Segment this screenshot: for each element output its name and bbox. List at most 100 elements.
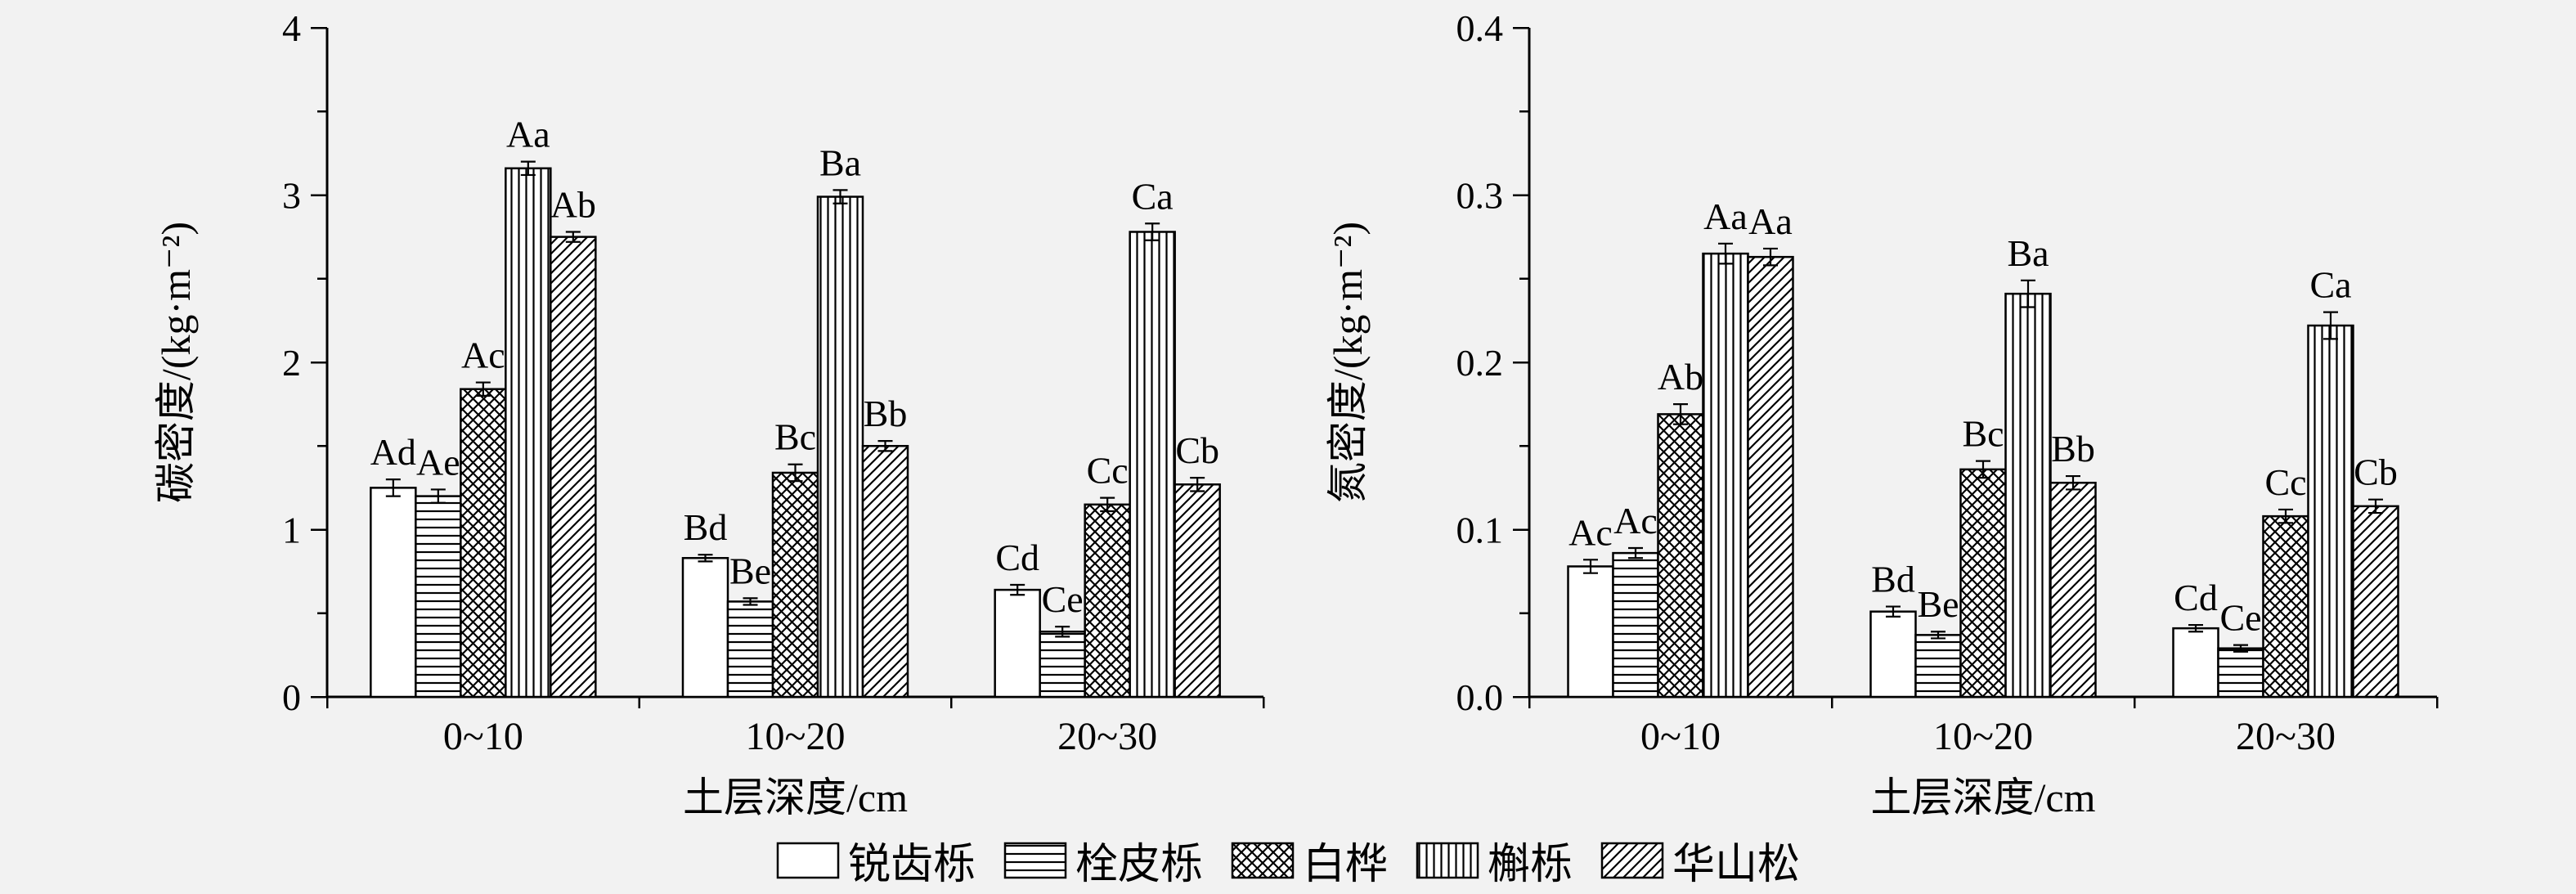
y-tick-label: 0.3	[1456, 175, 1504, 217]
bar-白桦-10~20	[1959, 468, 2007, 699]
sig-letter: Cc	[2264, 461, 2306, 503]
x-tick-label: 20~30	[1057, 715, 1157, 758]
bar-栓皮栎-10~20	[726, 600, 774, 699]
sig-letter: Bb	[2051, 428, 2095, 469]
y-axis-title: 碳密度/(kg·m⁻²)	[153, 222, 199, 503]
bar-锐齿栎-20~30	[994, 588, 1041, 699]
legend-label: 锐齿栎	[847, 842, 976, 888]
x-tick-label: 20~30	[2236, 715, 2336, 758]
bar-锐齿栎-20~30	[2172, 627, 2219, 699]
bar-华山松-10~20	[2049, 481, 2097, 699]
legend-item-栓皮栎: 栓皮栎	[1003, 829, 1203, 891]
bar-白桦-0~10	[460, 388, 507, 699]
bar-栓皮栎-10~20	[1914, 634, 1962, 699]
bar-白桦-20~30	[1084, 503, 1131, 699]
legend-item-锐齿栎: 锐齿栎	[776, 829, 976, 891]
bar-槲栎-0~10	[505, 167, 552, 699]
legend-label: 槲栎	[1488, 842, 1573, 888]
legend-swatch-icon	[1600, 842, 1664, 878]
sig-letter: Ce	[1042, 578, 1084, 620]
sig-letter: Ca	[2309, 264, 2351, 306]
legend-swatch-icon	[1231, 842, 1295, 878]
sig-letter: Ba	[819, 142, 861, 183]
sig-letter: Ce	[2219, 597, 2261, 639]
sig-letter: Ae	[416, 441, 460, 483]
sig-letter: Ba	[2007, 232, 2049, 274]
bar-槲栎-10~20	[816, 195, 864, 699]
x-axis-title: 土层深度/cm	[683, 775, 908, 820]
y-axis-title: 氮密度/(kg·m⁻²)	[1325, 222, 1371, 503]
y-tick-label: 0	[282, 676, 301, 718]
legend-label: 华山松	[1672, 842, 1801, 888]
x-tick-label: 10~20	[1933, 715, 2033, 758]
sig-letter: Bd	[1871, 559, 1915, 600]
sig-letter: Cc	[1087, 450, 1129, 492]
sig-letter: Cb	[2354, 451, 2398, 493]
sig-letter: Cb	[1175, 429, 1219, 471]
sig-letter: Bb	[864, 393, 908, 434]
legend-label: 栓皮栎	[1075, 842, 1203, 888]
y-tick-label: 0.0	[1456, 676, 1504, 718]
legend-label: 白桦	[1302, 842, 1388, 888]
sig-letter: Cd	[2174, 577, 2218, 618]
x-tick-label: 10~20	[746, 715, 846, 758]
bar-锐齿栎-10~20	[1869, 610, 1917, 699]
sig-letter: Be	[1917, 583, 1959, 625]
y-tick-label: 1	[282, 510, 301, 551]
bar-栓皮栎-20~30	[2217, 647, 2264, 699]
sig-letter: Ab	[1658, 356, 1703, 398]
sig-letter: Ad	[370, 431, 416, 473]
legend-item-白桦: 白桦	[1231, 829, 1388, 891]
carbon-density-chart: 0 1 2 3 4 0~10 10~20 20~30 土层深度/cm 碳密度/(kg·m⁻²) Ad…	[153, 7, 1265, 820]
legend-swatch-icon	[1003, 842, 1067, 878]
bar-华山松-20~30	[1174, 483, 1221, 699]
bar-华山松-10~20	[861, 445, 909, 699]
sig-letter: Bc	[774, 416, 816, 458]
sig-letter: Ac	[1613, 500, 1658, 541]
bar-锐齿栎-10~20	[681, 557, 729, 699]
bar-栓皮栎-0~10	[415, 495, 462, 699]
y-tick-label: 0.2	[1456, 342, 1504, 384]
x-tick-label: 0~10	[443, 715, 523, 758]
bar-白桦-10~20	[771, 471, 819, 699]
bar-白桦-20~30	[2262, 514, 2309, 699]
bar-华山松-0~10	[550, 236, 597, 699]
y-tick-label: 2	[282, 342, 301, 384]
bar-槲栎-0~10	[1702, 252, 1749, 699]
legend-swatch-icon	[776, 842, 840, 878]
sig-letter: Ac	[1568, 511, 1613, 553]
y-tick-label: 0.1	[1456, 510, 1504, 551]
legend-item-华山松: 华山松	[1600, 829, 1800, 891]
legend-swatch-icon	[1416, 842, 1479, 878]
bar-槲栎-20~30	[1129, 231, 1176, 699]
sig-letter: Bd	[684, 506, 728, 548]
sig-letter: Aa	[1748, 200, 1793, 242]
x-axis-title: 土层深度/cm	[1871, 775, 2096, 820]
legend-item-槲栎: 槲栎	[1416, 829, 1573, 891]
x-tick-label: 0~10	[1640, 715, 1721, 758]
sig-letter: Ac	[461, 335, 505, 376]
y-tick-label: 4	[282, 7, 301, 49]
sig-letter: Aa	[506, 114, 550, 155]
sig-letter: Be	[729, 550, 771, 591]
y-tick-label: 3	[282, 175, 301, 217]
bar-栓皮栎-0~10	[1612, 551, 1659, 699]
nitrogen-density-chart: 0.0 0.1 0.2 0.3 0.4 0~10 10~20 20~30 土层深度/cm 氮密度/…	[1325, 7, 2439, 820]
sig-letter: Cd	[995, 537, 1039, 578]
sig-letter: Aa	[1703, 195, 1748, 237]
y-tick-label: 0.4	[1456, 7, 1504, 49]
bar-白桦-0~10	[1657, 413, 1704, 699]
sig-letter: Ca	[1132, 175, 1174, 217]
bar-锐齿栎-0~10	[1567, 565, 1614, 699]
sig-letter: Ab	[550, 183, 596, 225]
bar-华山松-0~10	[1747, 255, 1794, 699]
bar-栓皮栎-20~30	[1039, 630, 1086, 699]
bar-槲栎-10~20	[2004, 292, 2052, 699]
bar-槲栎-20~30	[2307, 324, 2354, 699]
bar-锐齿栎-0~10	[370, 487, 417, 699]
sig-letter: Bc	[1962, 413, 2004, 455]
chart-legend: 锐齿栎 栓皮栎 白桦 槲栎 华山松	[0, 829, 2576, 891]
bar-华山松-20~30	[2352, 505, 2399, 699]
